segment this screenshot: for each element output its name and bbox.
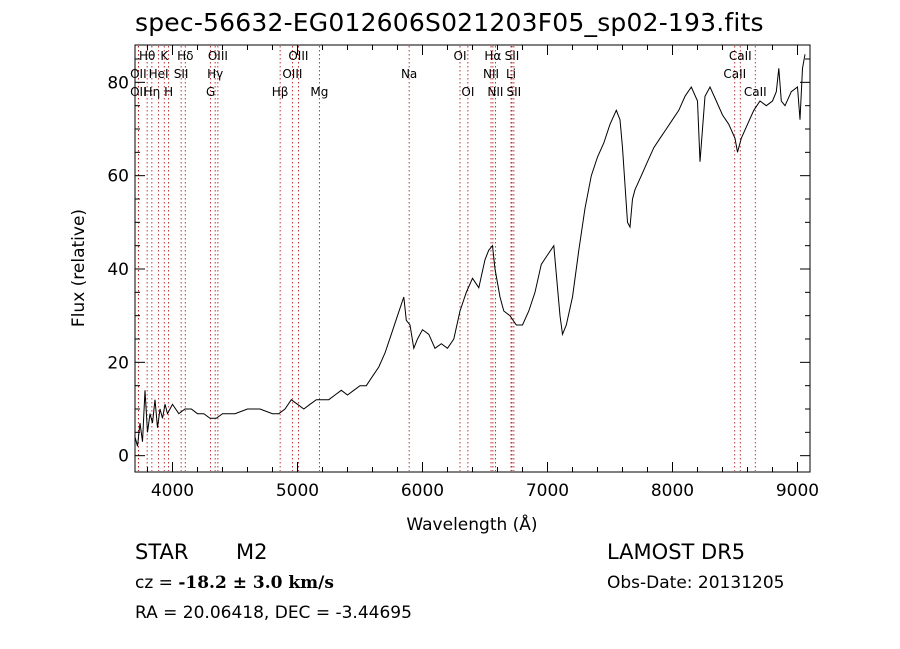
line-label: SII [174, 67, 189, 81]
cz-prefix: cz = [135, 573, 179, 593]
line-label: OIII [208, 49, 228, 63]
line-label: Hβ [272, 85, 289, 99]
line-label: K [160, 49, 169, 63]
line-label: CaII [744, 85, 767, 99]
line-label: Hδ [177, 49, 193, 63]
object-class: STAR [135, 540, 189, 564]
line-label: OI [461, 85, 474, 99]
ra-dec-readout: RA = 20.06418, DEC = -3.44695 [135, 603, 412, 623]
object-subclass: M2 [236, 540, 268, 564]
x-axis-label: Wavelength (Å) [406, 513, 537, 535]
line-label: Hθ [139, 49, 155, 63]
line-label: Hη [144, 85, 161, 99]
line-label: Li [506, 67, 516, 81]
y-tick-label: 80 [107, 73, 129, 93]
line-label: Hγ [207, 67, 223, 81]
line-label: OI [454, 49, 467, 63]
y-axis-label: Flux (relative) [69, 209, 89, 327]
x-tick-label: 9000 [776, 481, 819, 501]
line-label: OII [130, 85, 147, 99]
line-label: SII [507, 85, 522, 99]
x-axis: 4000 5000 6000 7000 8000 9000 [147, 45, 819, 501]
line-label: SII [505, 49, 520, 63]
line-label: OIII [288, 49, 308, 63]
chart-title: spec-56632-EG012606S021203F05_sp02-193.f… [135, 8, 764, 37]
y-tick-label: 0 [118, 447, 129, 467]
line-label: Na [401, 67, 417, 81]
line-label: NII [487, 85, 503, 99]
line-label: CaII [729, 49, 752, 63]
cz-value: -18.2 ± 3.0 km/s [178, 573, 334, 593]
line-label: OII [130, 67, 147, 81]
y-axis: 0 20 40 60 80 [107, 58, 810, 467]
survey-name: LAMOST DR5 [607, 540, 746, 564]
line-label: NII [483, 67, 499, 81]
line-markers [137, 46, 756, 471]
line-label: CaII [723, 67, 746, 81]
x-tick-label: 5000 [276, 481, 319, 501]
line-label: H [164, 85, 173, 99]
line-label: Hα [484, 49, 501, 63]
x-tick-label: 4000 [151, 481, 194, 501]
observation-date: Obs-Date: 20131205 [607, 573, 785, 593]
plot-frame [134, 44, 811, 473]
line-label: Mg [310, 85, 328, 99]
line-label: G [206, 85, 215, 99]
x-tick-label: 8000 [651, 481, 694, 501]
line-label: HeI [149, 67, 169, 81]
spectrum-line [134, 54, 806, 447]
y-tick-label: 60 [107, 167, 129, 187]
x-tick-label: 6000 [401, 481, 444, 501]
line-label: OIII [282, 67, 302, 81]
y-tick-label: 20 [107, 353, 129, 373]
x-tick-label: 7000 [526, 481, 569, 501]
redshift-readout: cz = -18.2 ± 3.0 km/s [135, 573, 334, 593]
y-tick-label: 40 [107, 260, 129, 280]
